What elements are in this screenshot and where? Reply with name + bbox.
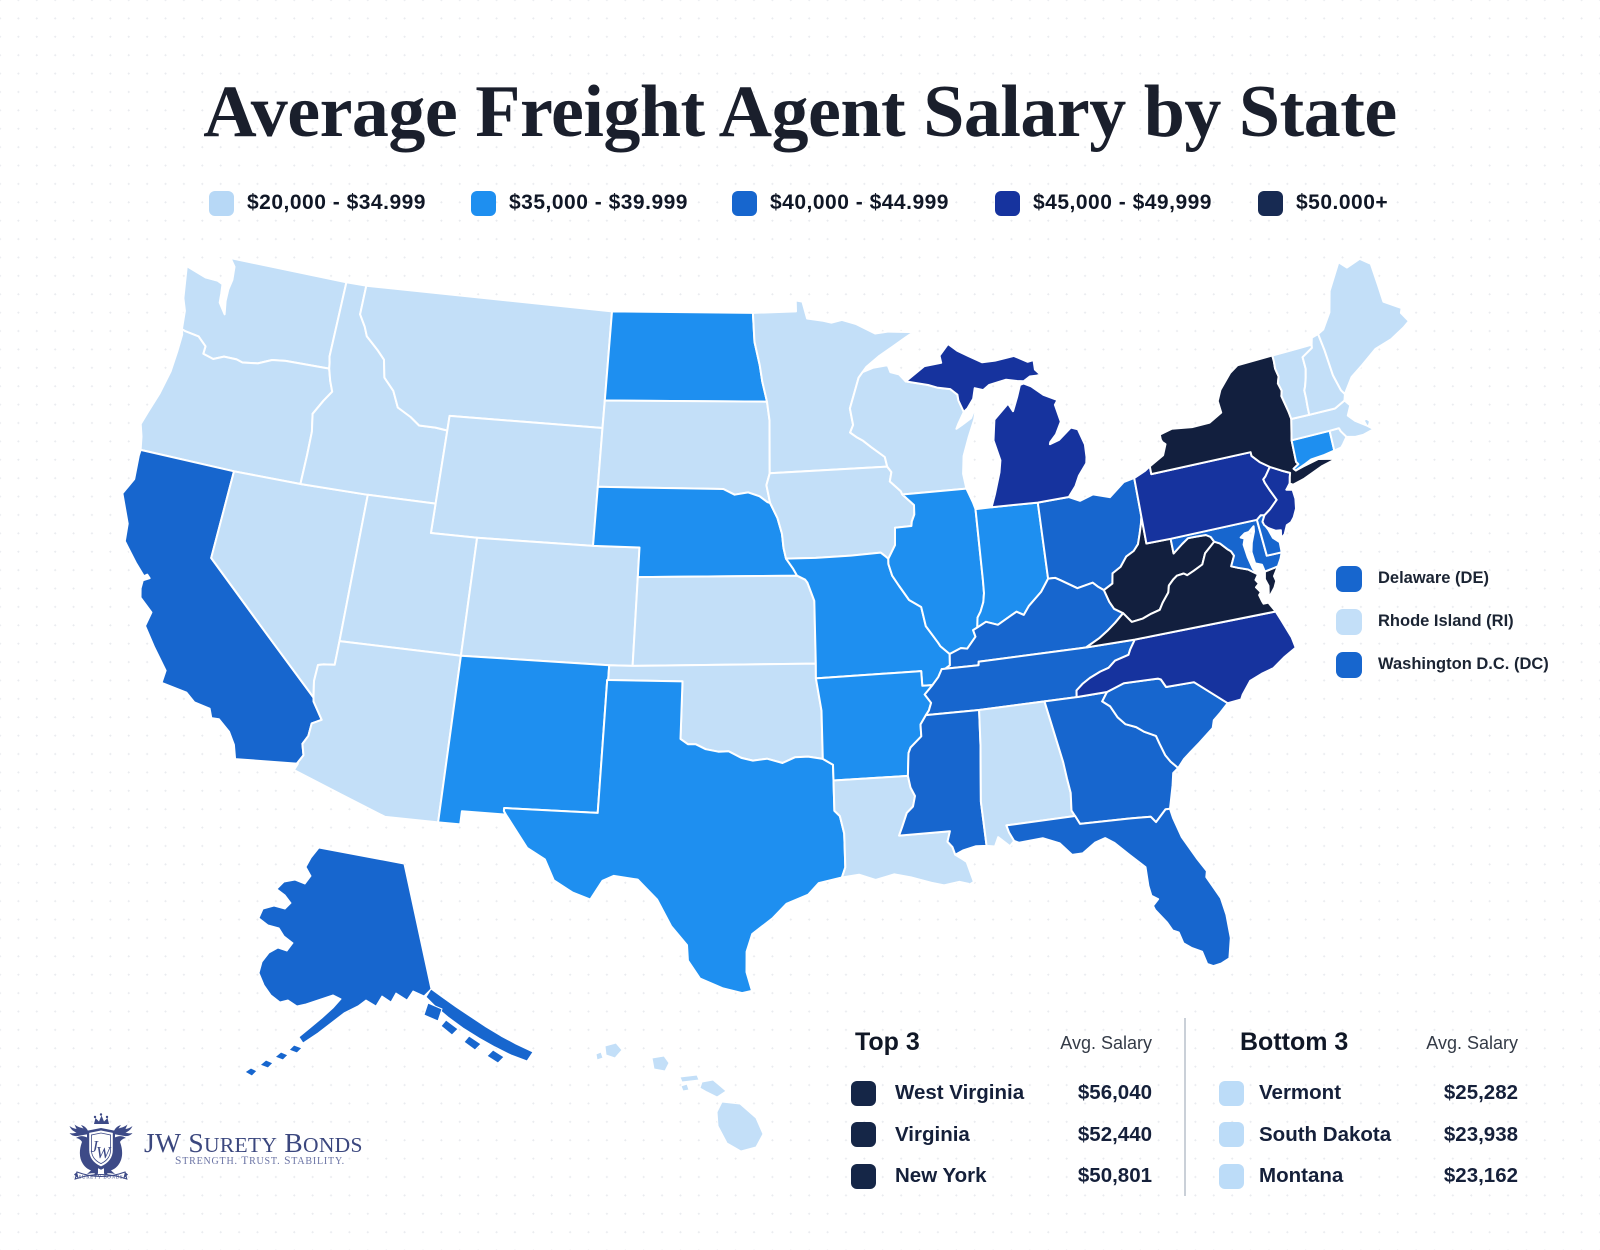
- svg-text:SURETY BONDS: SURETY BONDS: [79, 1175, 124, 1180]
- svg-text:J: J: [91, 1137, 100, 1156]
- svg-text:W: W: [96, 1143, 112, 1162]
